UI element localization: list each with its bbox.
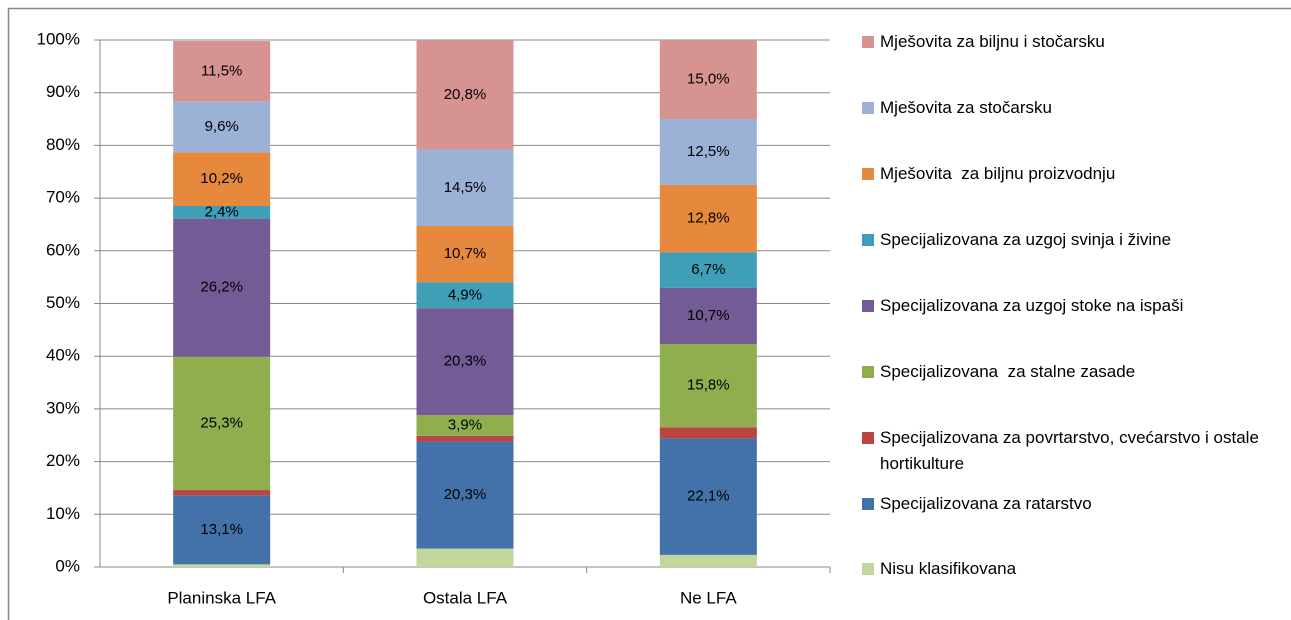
bar-segment — [659, 40, 757, 120]
bar-segment — [173, 490, 271, 496]
y-tick-label: 0% — [55, 556, 80, 575]
y-tick-label: 90% — [46, 82, 80, 101]
bar-segment — [416, 548, 514, 567]
data-label: 15,8% — [687, 377, 730, 394]
y-tick-label: 60% — [46, 240, 80, 259]
bar-segment — [173, 152, 271, 207]
y-tick-label: 50% — [46, 293, 80, 312]
bar-segment — [416, 282, 514, 309]
bar-segment — [173, 218, 271, 357]
legend-swatch — [862, 366, 874, 378]
y-tick-label: 80% — [46, 135, 80, 154]
data-label: 6,7% — [691, 261, 725, 278]
data-label: 2,4% — [205, 203, 239, 220]
data-label: 25,3% — [200, 414, 243, 431]
data-label: 20,8% — [444, 86, 487, 103]
legend-label: Specijalizovana za povrtarstvo, cvećarst… — [880, 428, 1264, 473]
legend-label: Specijalizovana za uzgoj stoke na ispaši — [880, 296, 1184, 315]
bar-segment — [659, 427, 757, 439]
legend-swatch — [862, 36, 874, 48]
y-tick-label: 70% — [46, 188, 80, 207]
frame — [7, 7, 1291, 620]
legend-label: Specijalizovana za ratarstvo — [880, 494, 1092, 513]
data-label: 3,9% — [448, 416, 482, 433]
bar-segment — [173, 356, 271, 491]
x-tick-label: Planinska LFA — [167, 588, 276, 607]
legend-label: Mješovita za biljnu i stočarsku — [880, 32, 1105, 51]
legend-swatch — [862, 563, 874, 575]
data-label: 10,7% — [444, 245, 487, 262]
legend-label: Specijalizovana za stalne zasade — [880, 362, 1136, 381]
data-label: 15,0% — [687, 70, 730, 87]
bar-segment — [416, 40, 514, 150]
bar-segment — [659, 184, 757, 253]
x-tick-label: Ne LFA — [680, 588, 737, 607]
data-label: 26,2% — [200, 279, 243, 296]
y-tick-label: 20% — [46, 451, 80, 470]
legend-swatch — [862, 234, 874, 246]
bar-segment — [173, 564, 271, 567]
legend-swatch — [862, 432, 874, 444]
data-label: 20,3% — [444, 486, 487, 503]
bar-segment — [416, 149, 514, 227]
legend-swatch — [862, 102, 874, 114]
data-label: 9,6% — [205, 118, 239, 135]
data-label: 22,1% — [687, 488, 730, 505]
bar-segment — [659, 287, 757, 345]
bar-segment — [659, 252, 757, 288]
legend-label: Specijalizovana za uzgoj svinja i živine — [880, 230, 1172, 249]
bar-segment — [173, 206, 271, 219]
data-label: 10,7% — [687, 307, 730, 324]
data-label: 13,1% — [200, 521, 243, 538]
legend-label: Nisu klasifikovana — [880, 559, 1017, 578]
legend-swatch — [862, 498, 874, 510]
bar-segment — [416, 308, 514, 416]
bar-segment — [659, 438, 757, 555]
y-tick-label: 30% — [46, 398, 80, 417]
bar-segment — [659, 554, 757, 567]
bar-segment — [416, 415, 514, 436]
legend-label: Mješovita za stočarsku — [880, 98, 1052, 117]
data-label: 11,5% — [201, 62, 242, 79]
legend-swatch — [862, 168, 874, 180]
y-tick-label: 10% — [46, 504, 80, 523]
data-label: 14,5% — [444, 179, 487, 196]
data-label: 12,5% — [687, 143, 730, 160]
y-tick-label: 40% — [46, 346, 80, 365]
data-label: 4,9% — [448, 286, 482, 303]
data-label: 10,2% — [200, 170, 243, 187]
bar-segment — [416, 226, 514, 283]
bar-segment — [416, 441, 514, 549]
legend-swatch — [862, 300, 874, 312]
y-tick-label: 100% — [37, 29, 80, 48]
x-tick-label: Ostala LFA — [423, 588, 508, 607]
bar-segment — [659, 344, 757, 428]
bar-segment — [173, 101, 271, 153]
data-label: 12,8% — [687, 210, 730, 227]
bar-segment — [173, 495, 271, 565]
bar-segment — [416, 435, 514, 442]
bar-segment — [173, 41, 271, 102]
data-label: 20,3% — [444, 353, 487, 370]
legend-label: Mješovita za biljnu proizvodnju — [880, 164, 1116, 183]
bar-segment — [659, 119, 757, 185]
